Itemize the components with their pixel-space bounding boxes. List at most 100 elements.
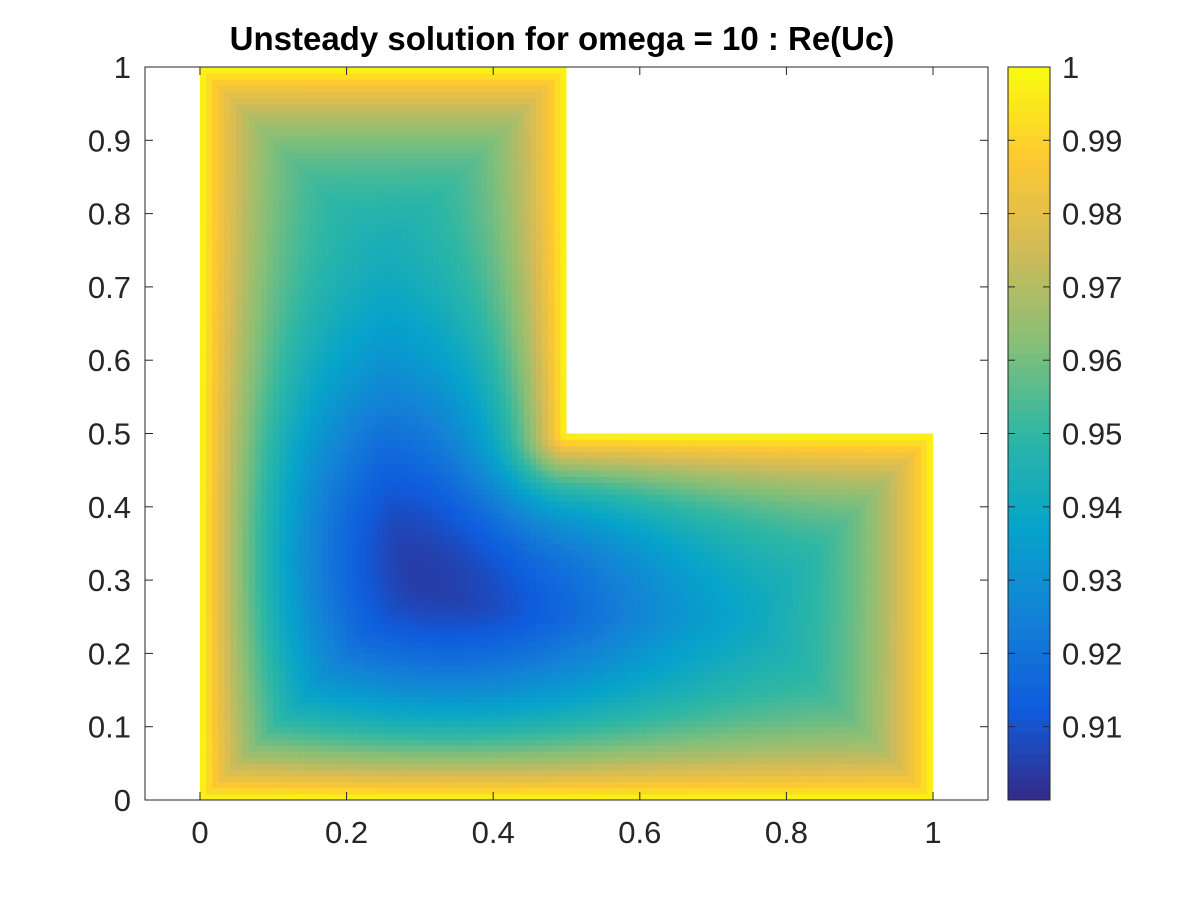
heatmap-cell xyxy=(542,793,549,800)
heatmap-cell xyxy=(322,647,329,654)
heatmap-cell xyxy=(297,635,305,642)
heatmap-cell xyxy=(352,561,360,569)
heatmap-cell xyxy=(786,677,794,685)
heatmap-cell xyxy=(841,781,849,789)
heatmap-cell xyxy=(658,671,665,679)
heatmap-cell xyxy=(584,567,592,575)
heatmap-cell xyxy=(548,732,555,740)
heatmap-cell xyxy=(273,622,280,630)
heatmap-cell xyxy=(884,549,891,557)
heatmap-cell xyxy=(450,604,458,612)
heatmap-cell xyxy=(621,635,629,642)
heatmap-cell xyxy=(853,787,861,795)
heatmap-cell xyxy=(841,604,849,612)
heatmap-cell xyxy=(432,573,439,581)
heatmap-cell xyxy=(230,677,238,685)
heatmap-cell xyxy=(413,726,421,734)
heatmap-cell xyxy=(798,702,806,709)
heatmap-cell xyxy=(468,677,476,685)
heatmap-cell xyxy=(835,641,842,648)
heatmap-cell xyxy=(340,598,348,606)
heatmap-cell xyxy=(261,561,268,569)
heatmap-cell xyxy=(364,690,372,697)
heatmap-cell xyxy=(908,793,916,800)
heatmap-cell xyxy=(438,745,445,752)
heatmap-cell xyxy=(682,616,690,624)
heatmap-cell xyxy=(590,683,598,691)
heatmap-cell xyxy=(584,732,592,740)
heatmap-cell xyxy=(676,573,684,581)
heatmap-cell xyxy=(658,580,665,587)
heatmap-cell xyxy=(743,610,751,618)
heatmap-cell xyxy=(248,769,256,777)
heatmap-cell xyxy=(890,763,897,771)
heatmap-cell xyxy=(816,665,824,673)
heatmap-cell xyxy=(377,690,384,697)
heatmap-cell xyxy=(920,751,928,758)
heatmap-cell xyxy=(511,628,519,636)
heatmap-cell xyxy=(377,580,384,587)
heatmap-cell xyxy=(713,653,720,661)
heatmap-cell xyxy=(627,641,635,648)
heatmap-cell xyxy=(377,622,384,630)
heatmap-cell xyxy=(212,720,219,728)
heatmap-cell xyxy=(603,573,610,581)
heatmap-cell xyxy=(242,659,250,667)
heatmap-cell xyxy=(926,690,934,697)
heatmap-cell xyxy=(755,586,763,593)
heatmap-cell xyxy=(316,732,323,740)
heatmap-cell xyxy=(780,616,788,624)
heatmap-cell xyxy=(719,598,726,606)
heatmap-cell xyxy=(566,573,574,581)
heatmap-cell xyxy=(444,573,452,581)
heatmap-cell xyxy=(542,647,549,654)
heatmap-cell xyxy=(816,702,824,709)
heatmap-cell xyxy=(248,598,256,606)
heatmap-cell xyxy=(780,714,788,722)
heatmap-cell xyxy=(462,653,470,661)
heatmap-cell xyxy=(792,598,800,606)
heatmap-cell xyxy=(267,543,274,551)
heatmap-cell xyxy=(841,738,849,746)
heatmap-cell xyxy=(511,641,519,648)
heatmap-cell xyxy=(242,702,250,709)
heatmap-cell xyxy=(316,683,323,691)
heatmap-cell xyxy=(505,738,513,746)
heatmap-cell xyxy=(462,628,470,636)
heatmap-cell xyxy=(450,738,458,746)
heatmap-cell xyxy=(322,763,329,771)
heatmap-cell xyxy=(371,647,378,654)
heatmap-cell xyxy=(297,787,305,795)
heatmap-cell xyxy=(676,787,684,795)
heatmap-cell xyxy=(725,738,733,746)
heatmap-cell xyxy=(658,598,665,606)
heatmap-cell xyxy=(590,598,598,606)
heatmap-cell xyxy=(719,714,726,722)
heatmap-cell xyxy=(627,561,635,569)
heatmap-cell xyxy=(285,665,293,673)
heatmap-cell xyxy=(450,647,458,654)
heatmap-cell xyxy=(902,720,910,728)
heatmap-cell xyxy=(322,616,329,624)
heatmap-cell xyxy=(749,745,757,752)
heatmap-cell xyxy=(334,769,342,777)
heatmap-cell xyxy=(462,647,470,654)
heatmap-cell xyxy=(548,641,555,648)
heatmap-cell xyxy=(419,616,427,624)
heatmap-cell xyxy=(419,787,427,795)
heatmap-cell xyxy=(645,781,653,789)
heatmap-cell xyxy=(902,769,910,777)
heatmap-cell xyxy=(468,683,476,691)
heatmap-cell xyxy=(707,690,714,697)
heatmap-cell xyxy=(456,781,464,789)
heatmap-cell xyxy=(444,555,452,563)
heatmap-cell xyxy=(871,561,879,569)
heatmap-cell xyxy=(438,775,445,783)
heatmap-cell xyxy=(328,677,335,685)
heatmap-cell xyxy=(487,690,494,697)
heatmap-cell xyxy=(493,604,500,612)
heatmap-cell xyxy=(426,604,433,612)
heatmap-cell xyxy=(517,567,525,575)
heatmap-cell xyxy=(633,561,641,569)
